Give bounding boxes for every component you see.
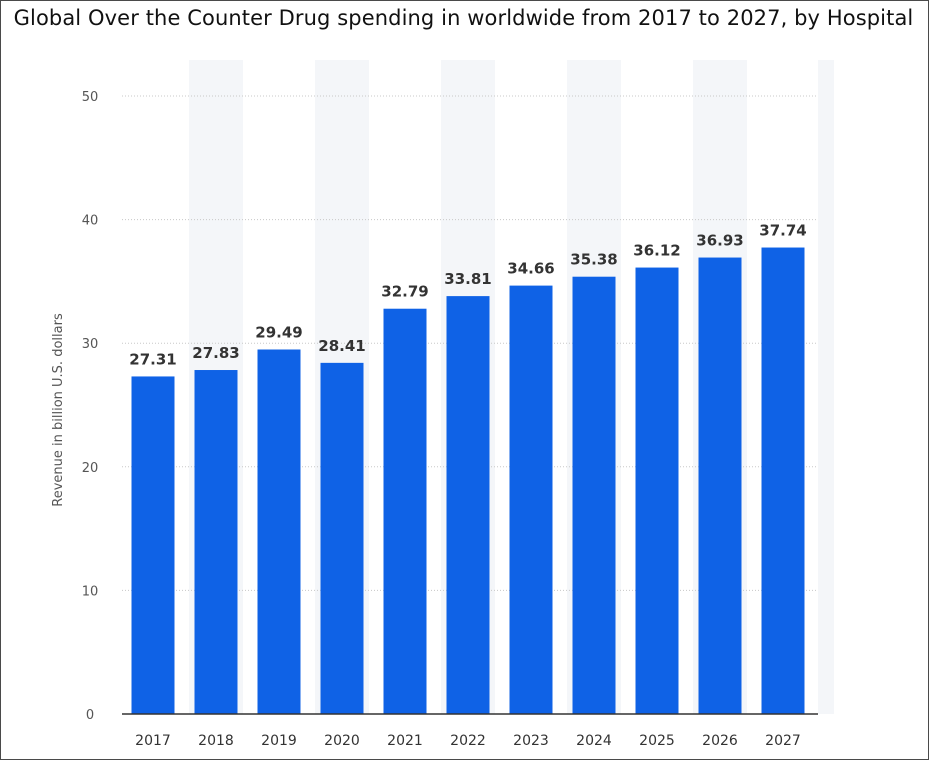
x-tick-label: 2026 xyxy=(702,733,738,749)
y-tick-label: 30 xyxy=(82,337,99,352)
x-tick-label: 2023 xyxy=(513,733,549,749)
value-label: 34.66 xyxy=(507,260,554,278)
value-labels: 27.31 27.83 29.49 28.41 32.79 33.81 34.66 35.38… xyxy=(129,222,806,369)
column-band xyxy=(818,60,834,714)
x-tick-label: 2021 xyxy=(387,733,423,749)
bar xyxy=(698,257,742,714)
x-tick-label: 2020 xyxy=(324,733,360,749)
x-tick-label: 2025 xyxy=(639,733,675,749)
bar xyxy=(257,349,301,714)
y-tick-label: 10 xyxy=(82,584,99,599)
y-tick-label: 40 xyxy=(82,214,99,229)
value-label: 27.83 xyxy=(192,344,239,362)
y-tick-label: 50 xyxy=(82,90,99,105)
bar xyxy=(761,247,805,714)
value-label: 36.12 xyxy=(633,242,680,260)
value-label: 35.38 xyxy=(570,251,617,269)
x-tick-label: 2017 xyxy=(135,733,171,749)
chart-title: Global Over the Counter Drug spending in… xyxy=(13,6,914,30)
x-tick-label: 2024 xyxy=(576,733,612,749)
bar xyxy=(572,276,616,714)
bar xyxy=(509,285,553,714)
y-axis-ticks: 0 10 20 30 40 50 xyxy=(82,90,99,723)
bar xyxy=(635,267,679,714)
value-label: 29.49 xyxy=(255,324,302,342)
y-axis-label: Revenue in billion U.S. dollars xyxy=(51,313,66,507)
bars xyxy=(131,247,805,714)
x-tick-label: 2019 xyxy=(261,733,297,749)
value-label: 32.79 xyxy=(381,283,428,301)
y-tick-label: 0 xyxy=(86,708,94,723)
x-tick-label: 2027 xyxy=(765,733,801,749)
value-label: 36.93 xyxy=(696,232,743,250)
x-axis-ticks: 2017 2018 2019 2020 2021 2022 2023 2024 2025 2026… xyxy=(135,733,801,749)
bar xyxy=(383,308,427,714)
bar xyxy=(320,362,364,714)
y-tick-label: 20 xyxy=(82,461,99,476)
x-tick-label: 2022 xyxy=(450,733,486,749)
value-label: 28.41 xyxy=(318,337,365,355)
value-label: 37.74 xyxy=(759,222,806,240)
bar xyxy=(131,376,175,714)
bar xyxy=(446,296,490,714)
bar xyxy=(194,370,238,714)
value-label: 27.31 xyxy=(129,350,176,368)
value-label: 33.81 xyxy=(444,270,491,288)
x-tick-label: 2018 xyxy=(198,733,234,749)
